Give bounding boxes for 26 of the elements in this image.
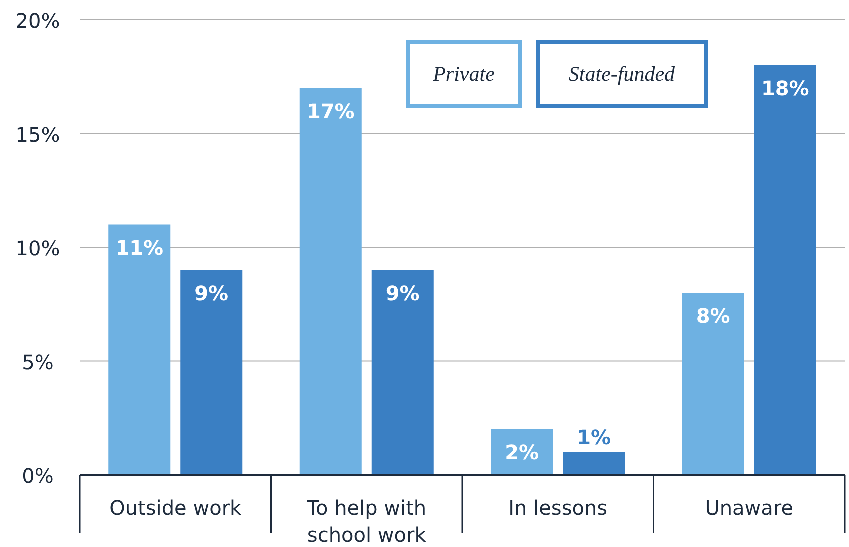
bar xyxy=(108,224,171,475)
y-tick-label: 10% xyxy=(16,236,60,260)
data-label: 8% xyxy=(696,304,730,328)
y-tick-label: 5% xyxy=(22,350,54,374)
bar xyxy=(372,270,434,475)
data-label: 2% xyxy=(505,440,540,464)
data-label: 1% xyxy=(577,425,612,450)
data-label: 17% xyxy=(306,99,355,124)
bar xyxy=(754,66,816,475)
x-tick-label: Unaware xyxy=(705,496,794,520)
text: State-funded xyxy=(568,62,676,86)
data-label: 11% xyxy=(116,236,164,260)
data-label: 9% xyxy=(194,281,229,306)
bar xyxy=(682,293,744,475)
x-tick-label: Outside work xyxy=(110,496,242,520)
y-tick-label: 20% xyxy=(16,9,60,33)
x-tick-label: To help with school work xyxy=(306,496,427,547)
bar xyxy=(300,88,362,475)
bar xyxy=(563,452,626,475)
data-label: 18% xyxy=(761,76,810,100)
text: Private xyxy=(432,62,495,86)
y-tick-label: 0% xyxy=(22,464,54,488)
x-tick-label: In lessons xyxy=(508,496,608,520)
bar xyxy=(180,270,243,475)
data-label: 9% xyxy=(386,281,420,306)
y-tick-label: 15% xyxy=(16,122,60,147)
